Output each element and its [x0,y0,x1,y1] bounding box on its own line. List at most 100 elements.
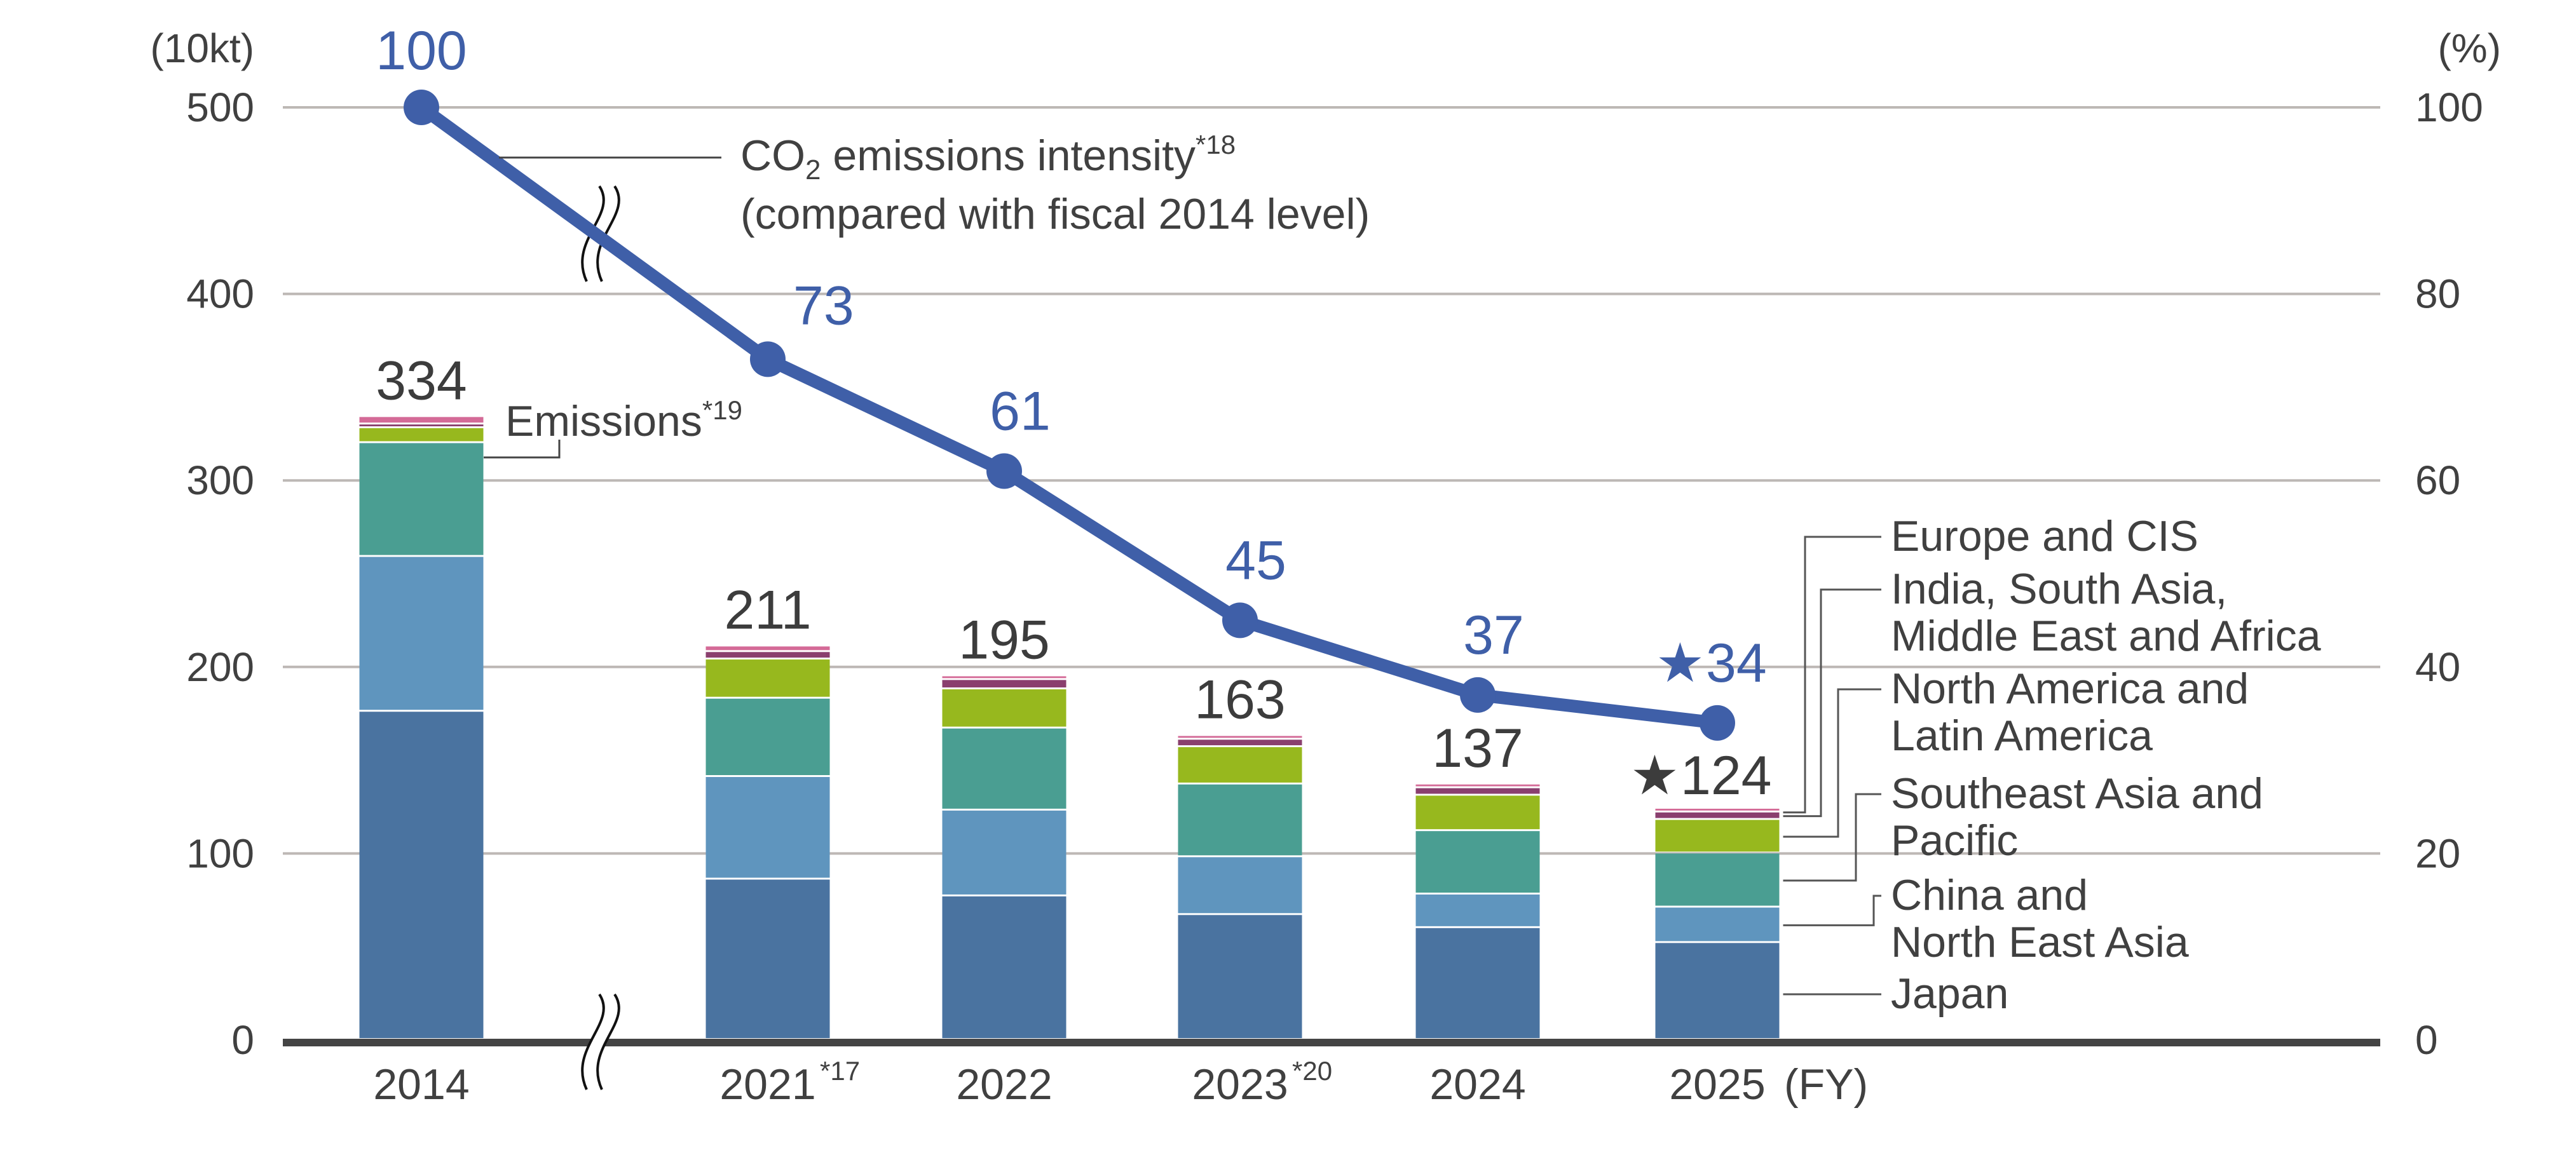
legend-label: Southeast Asia and [1891,769,2263,818]
x-tick-note: *20 [1292,1056,1332,1086]
bar-segment [1415,795,1540,830]
legend-label: Japan [1891,969,2008,1018]
intensity-point [1460,677,1496,713]
bar-total-label: 124 [1680,745,1772,806]
bar-segment [1655,907,1780,942]
bar-segment [1415,831,1540,893]
bar-segment [1178,857,1302,914]
legend-label: North America and [1891,665,2249,713]
break-gap [584,183,617,284]
intensity-point [1222,602,1258,638]
legend-label: India, South Asia, [1891,565,2227,613]
legend-leader [1783,793,1881,882]
bar-segment [942,689,1067,727]
bar-segment [1415,788,1540,794]
legend-label: Pacific [1891,816,2018,865]
emissions-text: Emissions [505,397,702,445]
bar-segment [1178,740,1302,746]
legend-leader [1783,688,1881,838]
co2-text: CO [740,132,805,180]
legend-label: Europe and CIS [1891,512,2198,560]
bar-segment [1655,812,1780,818]
y-tick-label: 200 [186,644,254,690]
bar-segment [942,676,1067,679]
bar-segment [1655,820,1780,852]
intensity-value-label: 34 [1706,633,1767,694]
star-icon: ★ [1656,633,1705,694]
intensity-note: *18 [1196,130,1236,159]
bar-segment [705,879,830,1038]
intensity-point [1700,705,1735,741]
bar-segment [359,443,484,555]
x-axis-unit: (FY) [1784,1060,1868,1109]
bar-segment [942,896,1067,1038]
axes: 0 100 200 300 400 500 0 20 40 60 80 100 (10kt) (%) 201… [150,25,2501,1109]
bar-segment [1655,853,1780,906]
bar-segment [1655,943,1780,1038]
x-tick-note: *17 [820,1056,860,1086]
break-stroke [596,993,620,1090]
legend-leader [1783,895,1881,926]
y2-tick-label: 100 [2415,84,2483,130]
bar-segment [705,659,830,697]
bar-total-label: 163 [1194,669,1286,730]
bar-segment [705,652,830,658]
y2-tick-label: 60 [2415,457,2460,503]
bar-segment [1178,784,1302,856]
legend-leader [1783,588,1881,818]
x-tick-label: 2022 [956,1060,1052,1109]
intensity-value-label: 61 [990,381,1051,442]
line-annotation-subtitle: (compared with fiscal 2014 level) [740,190,1370,238]
bar-segment [705,646,830,651]
axis-break-icon [581,991,620,1092]
bar-segment [1655,808,1780,811]
intensity-line [404,90,1735,741]
bar-annotation-leader [484,440,561,459]
intensity-point [986,453,1022,489]
legend-label: North East Asia [1891,918,2189,966]
bar-segment [1415,894,1540,926]
y-tick-label: 0 [231,1017,254,1063]
bar-segment [359,712,484,1038]
co2-subscript: 2 [805,154,821,186]
bar-segment [1415,928,1540,1038]
intensity-point [404,90,439,125]
intensity-line-path [418,102,1719,729]
legend: Europe and CIS India, South Asia,Middle E… [1783,512,2321,1018]
bar-segment [1415,784,1540,787]
bar-segment [942,810,1067,895]
bar-segment [705,698,830,776]
x-tick-label: 2023 [1192,1060,1288,1109]
bar-total-label: 195 [958,609,1050,670]
bar-segment [1178,736,1302,738]
y-tick-label: 400 [186,271,254,317]
intensity-value-label: 100 [376,20,467,81]
legend-leader [1783,536,1881,814]
break-gap [584,991,617,1092]
y2-tick-label: 40 [2415,644,2460,690]
legend-label: Middle East and Africa [1891,612,2321,660]
bar-annotation-label: Emissions*19 [505,395,742,445]
x-tick-label: 2021 [719,1060,815,1109]
y2-axis-unit: (%) [2437,25,2501,71]
bar-segment [942,728,1067,809]
bar-segment [359,417,484,423]
y-tick-label: 300 [186,457,254,503]
bar-segment [359,428,484,442]
y-tick-label: 100 [186,830,254,876]
bar-segment [359,424,484,426]
break-stroke [581,993,605,1090]
break-stroke [596,185,620,282]
emissions-note: *19 [702,395,742,425]
star-icon: ★ [1630,745,1679,806]
x-tick-label: 2014 [373,1060,469,1109]
y-axis-unit: (10kt) [150,25,254,71]
bar-segment [1178,747,1302,783]
y-tick-label: 500 [186,84,254,130]
legend-label: China and [1891,871,2088,919]
bars [359,417,1780,1038]
y2-tick-label: 20 [2415,830,2460,876]
intensity-point [750,341,786,377]
